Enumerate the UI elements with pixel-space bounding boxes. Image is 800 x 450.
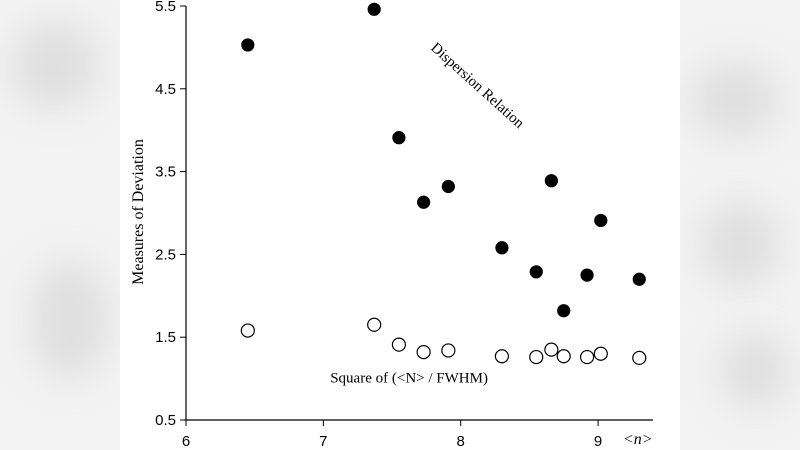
chart-panel <box>120 0 680 450</box>
filled-data-point <box>594 213 608 228</box>
annotation-square-of-n-fwhm: Square of (<N> / FWHM) <box>330 371 488 387</box>
filled-data-point <box>632 272 646 286</box>
data-points <box>240 2 647 365</box>
x-tick-label: 7 <box>319 433 327 450</box>
x-tick-label: 8 <box>457 433 465 450</box>
x-tick-label: 6 <box>182 433 190 450</box>
filled-data-point <box>392 131 406 145</box>
annotation-dispersion-relation: Dispersion Relation <box>427 40 527 132</box>
plot-frame <box>185 6 653 421</box>
background-blur <box>700 200 780 290</box>
y-tick-label: 3.5 <box>155 164 176 181</box>
filled-data-point <box>495 241 509 255</box>
open-data-point <box>632 350 647 365</box>
background-blur <box>30 260 110 380</box>
y-axis-title: Measures of Deviation <box>130 139 147 285</box>
open-data-point <box>529 349 544 365</box>
x-axis-title: <n> <box>623 431 653 448</box>
filled-data-point <box>529 265 543 279</box>
y-tick-label: 1.5 <box>155 329 176 346</box>
open-data-point <box>391 337 406 352</box>
x-tick-label: 9 <box>594 433 602 450</box>
labels: Measures of Deviation <n> Dispersion Rel… <box>130 40 653 448</box>
open-data-point <box>593 346 608 361</box>
open-data-point <box>416 345 431 360</box>
filled-data-point <box>241 38 255 52</box>
open-data-point <box>556 349 571 364</box>
y-tick-label: 2.5 <box>155 246 176 263</box>
filled-data-point <box>367 2 381 16</box>
axis-ticks: 6 7 8 9 0.5 1.5 2.5 3.5 4.5 5.5 <box>155 0 602 450</box>
open-data-point <box>441 343 456 358</box>
open-data-point <box>240 323 255 338</box>
background-blur <box>690 60 780 140</box>
background-blur <box>720 330 790 410</box>
filled-data-point <box>557 304 571 318</box>
background-blur <box>10 20 100 110</box>
open-data-point <box>579 349 595 365</box>
open-data-point <box>367 317 382 332</box>
y-tick-label: 0.5 <box>155 412 176 429</box>
filled-data-point <box>544 174 558 188</box>
filled-data-point <box>417 195 431 209</box>
y-tick-label: 4.5 <box>155 81 176 98</box>
y-tick-label: 5.5 <box>155 0 176 15</box>
open-data-point <box>494 349 510 364</box>
filled-data-point <box>580 268 594 282</box>
filled-data-point <box>441 179 455 194</box>
open-data-point <box>544 342 559 357</box>
